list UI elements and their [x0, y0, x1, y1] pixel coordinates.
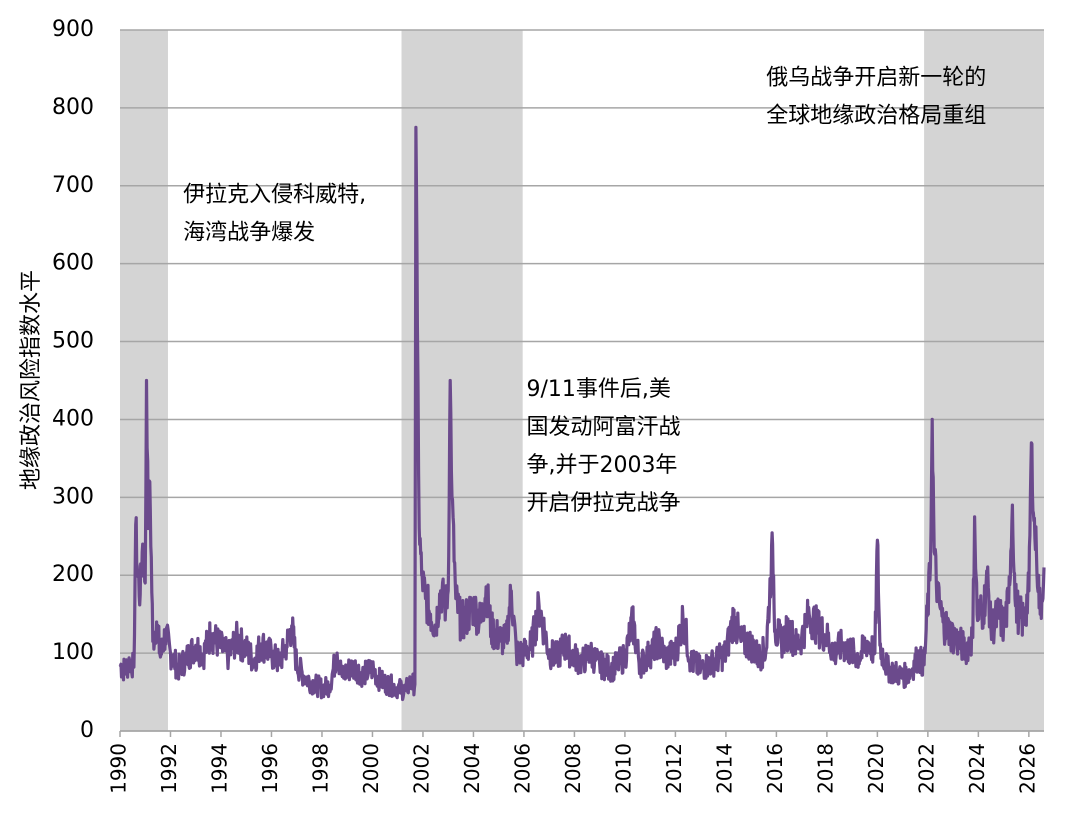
series-line [118, 125, 1046, 702]
x-tick-label: 2016 [763, 743, 787, 794]
x-tick-label: 2006 [510, 743, 534, 794]
x-tick-label: 2014 [712, 743, 736, 794]
y-tick-label: 300 [52, 484, 94, 509]
y-axis-label: 地缘政治风险指数水平 [19, 270, 44, 490]
y-tick-label: 100 [52, 640, 94, 665]
y-tick-label: 500 [52, 329, 94, 354]
x-tick-label: 2026 [1015, 743, 1039, 794]
annotation-1-line-0: 9/11事件后,美 [526, 377, 670, 402]
x-tick-label: 2024 [965, 743, 989, 794]
x-tick-label: 1998 [308, 743, 332, 794]
x-tick-label: 2012 [662, 743, 686, 794]
annotation-1-line-1: 国发动阿富汗战 [526, 415, 680, 440]
annotation-2-line-1: 全球地缘政治格局重组 [766, 104, 986, 129]
annotation-2-line-0: 俄乌战争开启新一轮的 [766, 66, 986, 91]
x-tick-label: 1996 [258, 743, 282, 794]
x-tick-label: 2004 [460, 743, 484, 794]
x-tick-label: 1994 [207, 743, 231, 794]
x-tick-label: 2010 [611, 743, 635, 794]
annotations: 伊拉克入侵科威特, 海湾战争爆发 9/11事件后,美国发动阿富汗战争,并于2003年… [183, 66, 986, 517]
shaded-period-0 [120, 30, 168, 731]
annotation-0-line-1: 海湾战争爆发 [183, 220, 315, 245]
y-tick-label: 700 [52, 173, 94, 198]
y-tick-label: 400 [52, 406, 94, 431]
x-tick-label: 2000 [359, 743, 383, 794]
x-tick-label: 2008 [561, 743, 585, 794]
annotation-0-line-0: 伊拉克入侵科威特, [183, 182, 366, 207]
x-tick-label: 2022 [914, 743, 938, 794]
y-tick-label: 0 [80, 718, 94, 743]
x-tick-label: 1990 [107, 743, 131, 794]
y-tick-label: 200 [52, 562, 94, 587]
y-tick-label: 800 [52, 95, 94, 120]
annotation-1-line-2: 争,并于2003年 [526, 453, 677, 478]
x-tick-label: 2020 [864, 743, 888, 794]
annotation-1-line-3: 开启伊拉克战争 [526, 491, 680, 516]
x-tick-label: 1992 [157, 743, 181, 794]
y-tick-labels: 0 100 200 300 400 500 600 700 800 900 [52, 17, 94, 743]
x-tick-labels: 1990 1992 1994 1996 1998 2000 2002 2004 2006 2008… [107, 730, 1044, 794]
x-tick-label: 2002 [409, 743, 433, 794]
x-tick-label: 2018 [813, 743, 837, 794]
y-tick-label: 900 [52, 17, 94, 42]
y-tick-label: 600 [52, 251, 94, 276]
